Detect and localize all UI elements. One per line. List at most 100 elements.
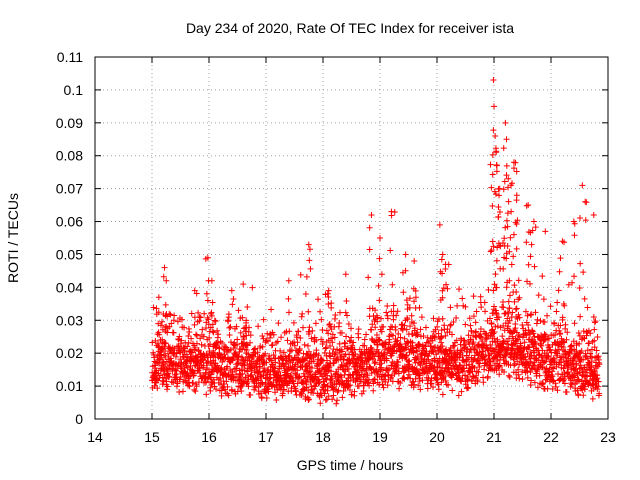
data-point bbox=[239, 370, 246, 377]
data-point bbox=[328, 300, 335, 307]
data-point bbox=[372, 324, 379, 331]
data-point bbox=[397, 348, 404, 355]
data-point bbox=[213, 386, 220, 393]
data-point bbox=[404, 306, 411, 313]
data-point bbox=[442, 372, 449, 379]
data-point bbox=[308, 365, 315, 372]
data-point bbox=[591, 368, 598, 375]
data-point bbox=[587, 353, 594, 360]
data-point bbox=[462, 303, 469, 310]
data-point bbox=[211, 317, 218, 324]
data-point bbox=[560, 344, 567, 351]
data-point bbox=[149, 339, 156, 346]
data-point bbox=[445, 381, 452, 388]
data-point bbox=[297, 271, 304, 278]
data-point bbox=[403, 326, 410, 333]
data-point bbox=[461, 337, 468, 344]
data-point bbox=[252, 384, 259, 391]
data-point bbox=[489, 151, 496, 158]
data-point bbox=[588, 363, 595, 370]
data-point bbox=[218, 387, 225, 394]
data-point bbox=[441, 322, 448, 329]
data-point bbox=[325, 287, 332, 294]
data-point bbox=[558, 358, 565, 365]
data-point bbox=[596, 361, 603, 368]
data-point bbox=[436, 360, 443, 367]
data-point bbox=[525, 228, 532, 235]
data-point bbox=[528, 241, 535, 248]
data-point bbox=[417, 386, 424, 393]
data-point bbox=[268, 306, 275, 313]
data-point bbox=[366, 355, 373, 362]
data-point bbox=[293, 334, 300, 341]
data-point bbox=[524, 312, 531, 319]
data-point bbox=[494, 352, 501, 359]
data-point bbox=[323, 396, 330, 403]
data-point bbox=[562, 321, 569, 328]
data-point bbox=[488, 247, 495, 254]
data-point bbox=[305, 241, 312, 248]
data-point bbox=[449, 331, 455, 338]
data-point bbox=[305, 308, 312, 315]
data-point bbox=[491, 281, 498, 288]
data-point bbox=[418, 314, 425, 321]
x-tick-label: 18 bbox=[315, 429, 331, 445]
data-point bbox=[285, 277, 292, 284]
y-tick-label: 0.07 bbox=[56, 181, 83, 197]
data-points bbox=[148, 77, 603, 407]
data-point bbox=[238, 366, 245, 373]
data-point bbox=[406, 357, 413, 364]
data-point bbox=[554, 299, 561, 306]
data-point bbox=[248, 371, 255, 378]
data-point bbox=[310, 358, 317, 365]
data-point bbox=[490, 347, 497, 354]
data-point bbox=[185, 339, 192, 346]
data-point bbox=[524, 374, 531, 381]
data-point bbox=[586, 367, 593, 374]
data-point bbox=[496, 185, 503, 192]
data-point bbox=[416, 375, 423, 382]
data-point bbox=[581, 386, 588, 393]
data-point bbox=[581, 335, 588, 342]
data-point bbox=[263, 394, 270, 401]
data-point bbox=[159, 362, 166, 369]
data-point bbox=[327, 353, 334, 360]
data-point bbox=[334, 376, 341, 383]
data-point bbox=[456, 286, 463, 293]
data-point bbox=[207, 387, 214, 394]
data-point bbox=[539, 380, 546, 387]
data-point bbox=[312, 320, 319, 327]
data-point bbox=[513, 245, 520, 252]
data-point bbox=[159, 344, 166, 351]
data-point bbox=[219, 339, 226, 346]
data-point bbox=[547, 303, 554, 310]
data-point bbox=[344, 312, 351, 319]
data-point bbox=[195, 379, 202, 386]
data-point bbox=[325, 300, 332, 307]
y-tick-label: 0.05 bbox=[56, 246, 83, 262]
data-point bbox=[412, 304, 419, 311]
data-point bbox=[554, 387, 561, 394]
data-point bbox=[235, 307, 242, 314]
data-point bbox=[159, 326, 166, 333]
data-point bbox=[500, 186, 507, 193]
data-point bbox=[442, 332, 449, 339]
data-point bbox=[239, 314, 246, 321]
data-point bbox=[466, 365, 473, 372]
data-point bbox=[510, 253, 517, 260]
data-point bbox=[259, 332, 266, 339]
data-point bbox=[510, 355, 517, 361]
data-point bbox=[491, 103, 497, 110]
data-point bbox=[490, 309, 497, 316]
data-point bbox=[277, 375, 284, 382]
x-tick-label: 17 bbox=[258, 429, 274, 445]
data-point bbox=[571, 232, 578, 239]
data-point bbox=[240, 281, 247, 288]
data-point bbox=[160, 273, 167, 280]
data-point bbox=[355, 334, 362, 341]
data-point bbox=[176, 333, 183, 340]
data-point bbox=[527, 331, 534, 338]
data-point bbox=[503, 250, 510, 257]
data-point bbox=[555, 287, 562, 294]
data-point bbox=[162, 301, 169, 308]
